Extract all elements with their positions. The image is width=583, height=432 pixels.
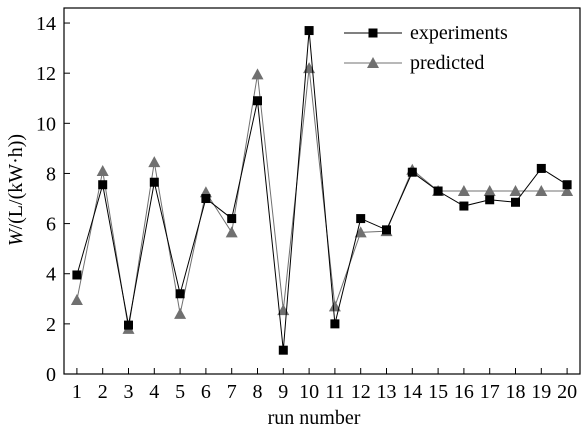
data-point-predicted: [251, 68, 264, 80]
data-point-experiments: [382, 225, 391, 235]
data-point-predicted: [70, 294, 83, 306]
y-axis-title: W/(L/(kW·h)): [5, 134, 27, 246]
y-tick-label: 6: [46, 214, 56, 236]
x-tick-label: 20: [557, 381, 577, 403]
data-point-experiments: [124, 320, 133, 330]
data-point-experiments: [459, 201, 469, 211]
legend: experiments predicted: [344, 22, 508, 74]
y-axis: 0 2 4 6 8 10 12 14: [36, 13, 70, 386]
data-point-predicted: [174, 307, 187, 319]
x-tick-label: 11: [325, 381, 344, 403]
data-point-experiments: [330, 319, 340, 329]
data-point-predicted: [483, 185, 496, 196]
x-tick-label: 9: [278, 381, 288, 403]
y-tick-label: 2: [46, 314, 56, 336]
x-tick-label: 4: [149, 381, 159, 403]
data-point-predicted: [354, 226, 367, 238]
y-tick-label: 14: [36, 13, 56, 35]
x-tick-label: 3: [124, 381, 134, 403]
data-point-experiments: [72, 270, 82, 280]
x-axis: 1 2 3 4 5 6 7 8 9 10 11 12 13 14 15 16 17 18 19 20: [72, 368, 577, 403]
x-tick-label: 13: [377, 381, 397, 403]
data-point-experiments: [536, 163, 546, 173]
data-point-experiments: [433, 186, 443, 196]
legend-item-predicted: predicted: [344, 52, 484, 74]
y-tick-label: 4: [46, 264, 56, 286]
series-line-predicted: [76, 68, 568, 329]
data-point-predicted: [328, 300, 341, 312]
data-point-experiments: [175, 289, 185, 299]
data-point-experiments: [201, 194, 211, 204]
y-tick-label: 8: [46, 163, 56, 185]
legend-marker-experiments: [368, 28, 378, 38]
data-point-experiments: [485, 195, 495, 205]
legend-label-experiments: experiments: [410, 22, 508, 44]
data-point-experiments: [278, 345, 288, 355]
data-point-experiments: [98, 180, 108, 190]
data-point-experiments: [304, 26, 314, 36]
x-tick-label: 5: [175, 381, 185, 403]
x-tick-label: 8: [253, 381, 263, 403]
data-point-predicted: [303, 62, 316, 74]
x-tick-label: 7: [227, 381, 237, 403]
data-point-experiments: [149, 177, 159, 187]
data-point-experiments: [356, 214, 366, 224]
data-point-predicted: [96, 164, 109, 176]
data-point-experiments: [407, 167, 417, 177]
x-tick-label: 15: [428, 381, 448, 403]
x-axis-title: run number: [268, 407, 361, 429]
y-axis-title-units: /(L/(kW·h)): [5, 134, 27, 230]
y-tick-label: 12: [36, 63, 56, 85]
data-point-experiments: [511, 197, 520, 207]
data-point-predicted: [509, 185, 522, 196]
y-tick-label: 10: [36, 113, 56, 135]
x-tick-label: 18: [506, 381, 526, 403]
y-axis-title-symbol: W: [5, 227, 27, 246]
data-point-experiments: [227, 214, 237, 224]
x-tick-label: 17: [480, 381, 500, 403]
y-tick-label: 0: [46, 364, 56, 386]
legend-marker-predicted: [367, 57, 379, 68]
data-point-predicted: [457, 185, 470, 196]
x-tick-label: 6: [201, 381, 211, 403]
data-point-predicted: [535, 185, 548, 196]
series-layer: [70, 26, 574, 355]
x-tick-label: 19: [531, 381, 551, 403]
x-tick-label: 14: [402, 381, 422, 403]
data-point-predicted: [561, 185, 574, 196]
x-tick-label: 10: [299, 381, 319, 403]
data-point-experiments: [562, 180, 572, 190]
x-tick-label: 2: [98, 381, 108, 403]
legend-item-experiments: experiments: [344, 22, 508, 44]
x-tick-label: 12: [351, 381, 371, 403]
data-point-experiments: [253, 96, 262, 106]
legend-label-predicted: predicted: [410, 52, 484, 74]
x-tick-label: 16: [454, 381, 474, 403]
plot-frame: [63, 7, 581, 375]
x-tick-label: 1: [72, 381, 82, 403]
data-point-predicted: [148, 156, 161, 168]
data-point-predicted: [225, 226, 238, 238]
